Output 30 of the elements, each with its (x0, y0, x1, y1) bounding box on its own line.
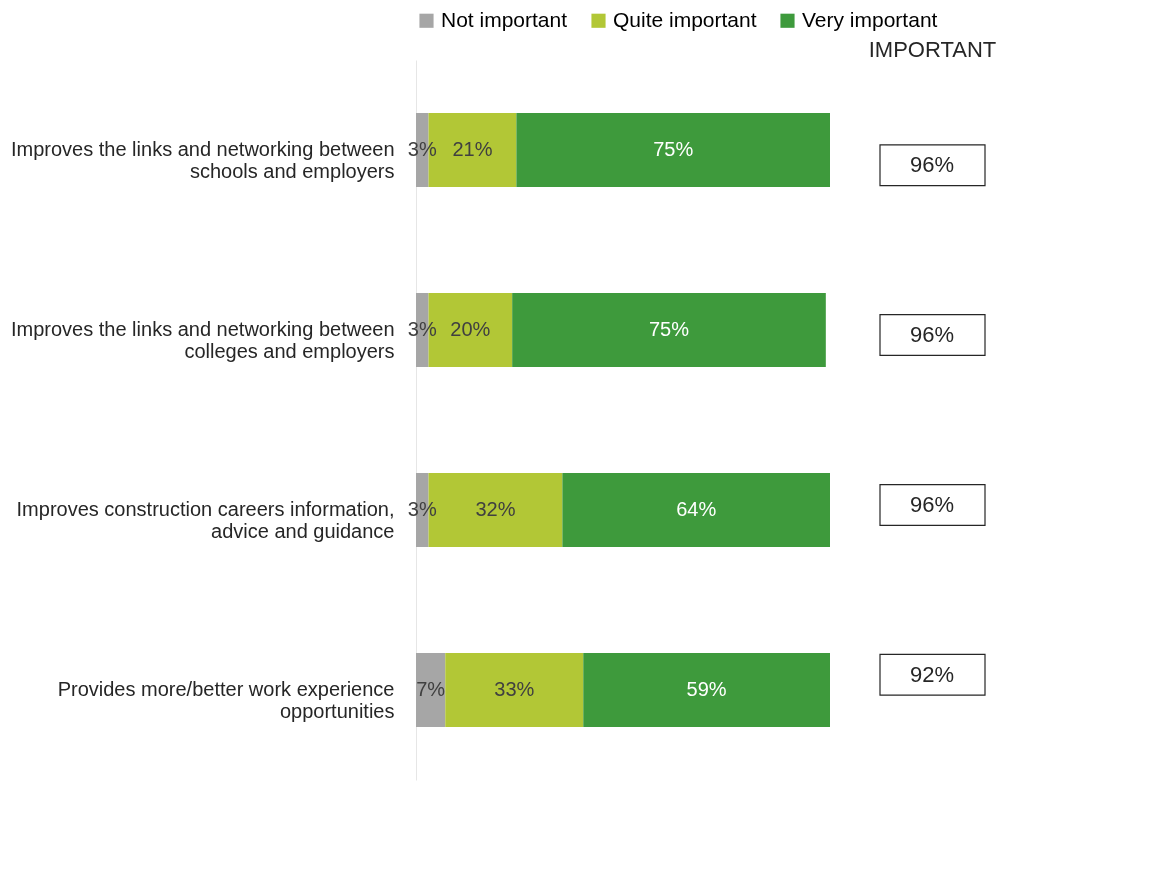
legend-label: Not important (441, 7, 568, 31)
y-tick-label: Provides more/better work experience opportunities (57, 678, 395, 722)
bar (583, 653, 830, 727)
y-tick-label: Improves the links and networking between colleges and employers (10, 318, 395, 362)
bar (416, 653, 446, 727)
data-label: 75% (648, 318, 690, 340)
data-label: 3% (407, 318, 437, 340)
data-label: 21% (452, 138, 493, 160)
bar (562, 473, 830, 547)
data-label: 3% (407, 498, 437, 520)
data-label: 59% (686, 678, 727, 700)
bar (512, 293, 826, 367)
bar (516, 113, 830, 187)
text: 92% (909, 661, 955, 687)
y-tick-label: Improves the links and networking between schools and employers (10, 138, 395, 182)
data-label: 64% (676, 498, 717, 520)
data-label: 75% (653, 138, 694, 160)
legend-label: Very important (802, 7, 938, 31)
y-tick-label: Improves construction careers information, advice and guidance (16, 498, 395, 542)
data-label: 32% (475, 498, 516, 520)
data-label: 7% (416, 678, 446, 700)
data-label: 20% (450, 318, 491, 340)
text: 96% (909, 322, 955, 348)
data-label: 3% (407, 138, 437, 160)
legend-label: Quite important (613, 7, 757, 31)
text: 96% (909, 491, 955, 517)
data-label: 33% (494, 678, 535, 700)
text: IMPORTANT (868, 37, 997, 62)
text: 96% (909, 152, 955, 178)
bar (445, 653, 584, 727)
